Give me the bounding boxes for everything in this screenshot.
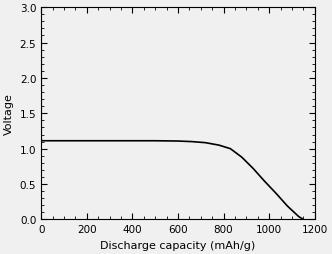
Y-axis label: Voltage: Voltage xyxy=(4,93,14,135)
X-axis label: Discharge capacity (mAh/g): Discharge capacity (mAh/g) xyxy=(100,240,256,250)
